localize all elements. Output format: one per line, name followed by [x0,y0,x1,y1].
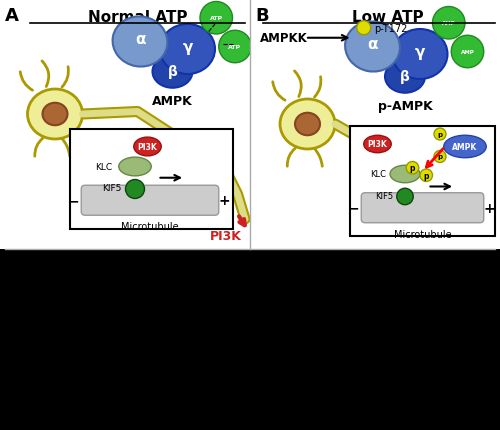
Text: A: A [5,7,19,25]
Circle shape [397,189,413,205]
Text: KLC: KLC [370,170,386,179]
Text: PI3K: PI3K [138,143,158,152]
Text: p: p [424,171,429,180]
FancyBboxPatch shape [70,130,232,230]
Text: AMPKK: AMPKK [260,32,308,45]
Ellipse shape [152,56,192,89]
Text: PI3K: PI3K [210,230,242,243]
Circle shape [432,7,465,40]
Text: B: B [255,7,268,25]
Text: AMPK: AMPK [152,95,193,108]
Text: γ: γ [415,45,425,60]
Circle shape [420,169,432,182]
Text: γ: γ [182,40,192,55]
Ellipse shape [280,100,335,150]
Ellipse shape [295,114,320,136]
Text: α: α [367,37,378,52]
Text: p-AMPK: p-AMPK [378,99,432,113]
Ellipse shape [231,325,269,336]
Text: Microtubule: Microtubule [121,222,179,232]
Ellipse shape [112,17,168,68]
Text: KIF5: KIF5 [102,184,122,193]
Bar [332,267,492,427]
Circle shape [200,3,232,35]
Ellipse shape [345,22,400,72]
Ellipse shape [134,138,162,157]
FancyBboxPatch shape [350,127,495,237]
Text: β: β [400,71,410,84]
Text: AMPK KD + AICAR: AMPK KD + AICAR [362,249,468,262]
Circle shape [434,151,446,163]
Text: AMPK: AMPK [452,143,477,152]
Text: Control: Control [64,249,106,262]
Bar [168,267,328,427]
Ellipse shape [390,166,420,183]
Circle shape [434,129,446,141]
Text: KIF5: KIF5 [376,191,394,200]
Ellipse shape [28,90,82,140]
Text: AICAR: AICAR [232,249,268,262]
Ellipse shape [394,312,436,324]
Text: AMP: AMP [460,50,474,55]
Text: Microtubule: Microtubule [394,230,452,240]
Circle shape [357,22,371,36]
Text: C: C [10,255,23,273]
Ellipse shape [392,30,448,80]
Text: −: − [67,194,79,208]
Circle shape [451,36,484,68]
Text: p: p [410,164,415,173]
Ellipse shape [160,25,215,75]
Text: ATP: ATP [228,45,241,50]
Text: Normal ATP: Normal ATP [88,10,187,25]
Circle shape [219,31,252,64]
Text: α: α [135,32,145,47]
Ellipse shape [58,319,102,332]
Text: ATP: ATP [210,16,223,21]
Text: Low ATP: Low ATP [352,10,424,25]
Ellipse shape [42,104,68,126]
Text: p: p [438,154,442,160]
Ellipse shape [444,136,486,158]
FancyBboxPatch shape [81,186,219,216]
Text: PI3K: PI3K [368,140,388,149]
Bar [2,267,162,427]
Text: AMP: AMP [442,21,456,26]
Text: p-T172: p-T172 [374,24,407,34]
Ellipse shape [385,61,425,94]
Text: +: + [484,201,496,215]
Text: p: p [438,132,442,138]
Text: β: β [168,65,177,79]
Ellipse shape [364,136,391,154]
Ellipse shape [119,158,151,176]
Text: +: + [219,194,230,208]
Circle shape [406,162,419,175]
Circle shape [126,180,144,199]
Text: −: − [347,201,359,215]
FancyBboxPatch shape [361,194,484,223]
Text: KLC: KLC [96,163,112,172]
